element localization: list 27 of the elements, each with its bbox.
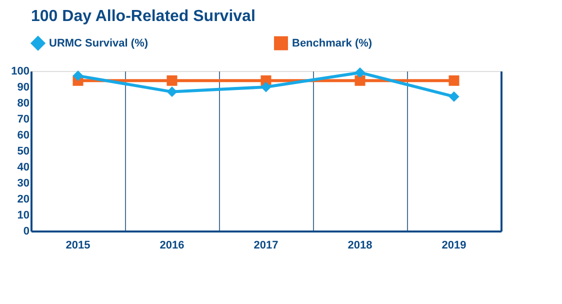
point bbox=[354, 75, 366, 86]
legend-label: Benchmark (%) bbox=[292, 37, 372, 50]
x-tick-label: 2015 bbox=[66, 240, 90, 252]
y-tick-label: 0 bbox=[23, 226, 30, 238]
y-tick-label: 100 bbox=[11, 66, 30, 78]
point bbox=[166, 75, 178, 86]
legend-label: URMC Survival (%) bbox=[49, 37, 148, 50]
x-tick-label: 2019 bbox=[442, 240, 466, 252]
point bbox=[448, 91, 460, 102]
y-tick-label: 50 bbox=[17, 146, 30, 158]
y-tick-label: 20 bbox=[17, 194, 30, 206]
y-tick-label: 10 bbox=[17, 210, 30, 222]
y-tick-label: 30 bbox=[17, 178, 30, 190]
point bbox=[260, 82, 272, 92]
y-tick-label: 80 bbox=[17, 98, 30, 110]
point bbox=[166, 86, 178, 98]
y-tick-label: 90 bbox=[17, 82, 30, 94]
y-tick-label: 60 bbox=[17, 130, 30, 142]
x-tick-label: 2017 bbox=[254, 240, 278, 252]
point bbox=[354, 67, 366, 78]
x-tick-label: 2018 bbox=[348, 240, 372, 252]
chart-title: 100 Day Allo-Related Survival bbox=[31, 8, 256, 25]
y-tick-label: 70 bbox=[17, 114, 30, 126]
y-tick-label: 40 bbox=[17, 162, 30, 174]
x-tick-label: 2016 bbox=[160, 240, 184, 252]
point bbox=[72, 70, 84, 82]
point bbox=[448, 75, 460, 86]
